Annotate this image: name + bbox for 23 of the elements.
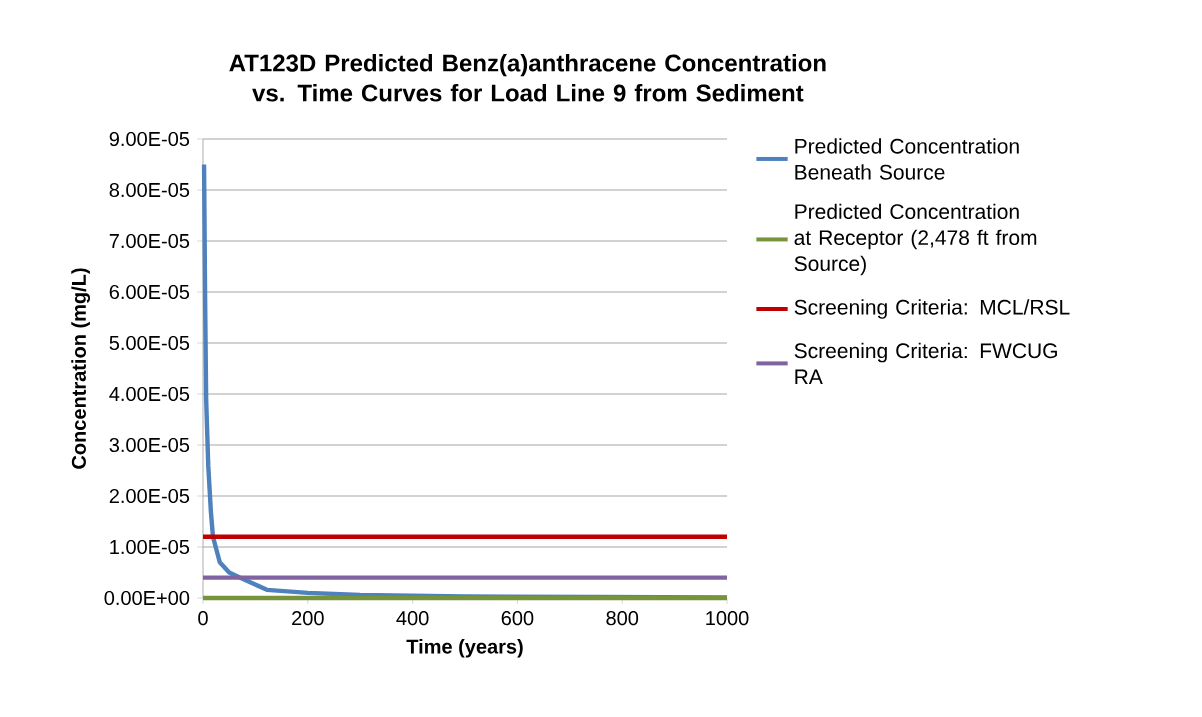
x-tick-label: 600 <box>501 611 534 626</box>
legend-label: Predicted Concentration Beneath Source <box>795 138 1019 180</box>
legend-label: Screening Criteria: MCL/RSL <box>794 299 1070 319</box>
y-tick-label: 3.00E-05 <box>109 437 190 453</box>
x-tick-label: 800 <box>606 611 639 626</box>
x-tick-label: 1000 <box>706 611 749 626</box>
legend-label: Screening Criteria: FWCUG RA <box>794 342 1057 385</box>
y-tick-label: 9.00E-05 <box>109 131 190 147</box>
y-tick-label: 8.00E-05 <box>109 182 190 198</box>
legend-label: Predicted Concentration at Receptor (2,478 ft from Source) <box>794 203 1037 276</box>
x-tick-label: 400 <box>396 611 429 626</box>
y-tick-label: 7.00E-05 <box>109 233 190 249</box>
y-axis-title: Concentration (mg/L) <box>71 268 91 469</box>
y-tick-label: 4.00E-05 <box>109 386 190 402</box>
x-tick-label: 200 <box>292 611 324 626</box>
y-tick-label: 0.00E+00 <box>104 590 190 606</box>
x-tick-label: 0 <box>198 611 208 626</box>
x-axis-title: Time (years) <box>406 638 523 658</box>
y-tick-label: 1.00E-05 <box>110 539 190 555</box>
y-tick-label: 5.00E-05 <box>109 335 190 351</box>
y-tick-label: 2.00E-05 <box>109 488 190 504</box>
y-tick-label: 6.00E-05 <box>109 284 190 300</box>
chart-title: AT123D Predicted Benz(a)anthracene Concentration vs. Time Curves for Load Line 9 from Sediment <box>229 53 826 102</box>
